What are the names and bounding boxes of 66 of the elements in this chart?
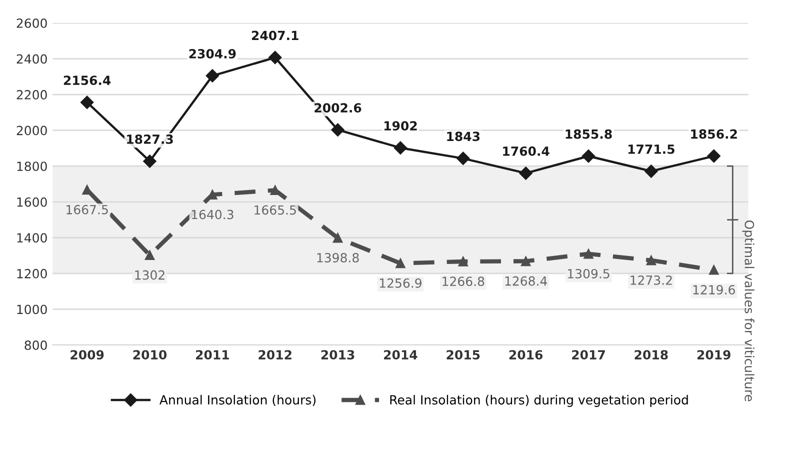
y-tick-label: 1600 (17, 197, 47, 207)
data-label: 1273.2 (630, 275, 672, 285)
point (520, 256, 531, 266)
y-tick-label: 2600 (16, 18, 47, 28)
point (646, 255, 656, 266)
x-tick-label: 2013 (321, 350, 354, 360)
legend-label: Real Insolation (hours) during vegetation period (390, 394, 688, 407)
data-label: 1266.8 (442, 276, 484, 286)
data-label: 1855.8 (566, 129, 612, 139)
x-tick-label: 2015 (446, 350, 480, 360)
x-tick-label: 2018 (634, 350, 668, 360)
point (519, 166, 532, 180)
legend-label: Annual Insolation (hours) (160, 394, 316, 406)
point (707, 149, 720, 163)
point (456, 152, 470, 166)
point (268, 50, 282, 64)
point (584, 248, 594, 259)
point (396, 258, 406, 268)
point (332, 233, 343, 243)
x-tick-label: 2010 (133, 350, 167, 360)
point (143, 154, 156, 168)
point (82, 184, 92, 195)
data-label: 2002.6 (314, 103, 362, 113)
data-label: 1302 (135, 270, 164, 280)
data-label: 1268.4 (505, 276, 547, 286)
point (644, 164, 658, 178)
data-label: 2304.9 (189, 49, 236, 58)
point (582, 150, 596, 163)
y-tick-label: 800 (24, 340, 47, 350)
y-tick-label: 1400 (17, 233, 47, 243)
data-label: 1256.9 (380, 278, 422, 288)
data-label: 1902 (384, 121, 417, 131)
data-label: 1219.6 (693, 285, 735, 294)
point (144, 250, 155, 260)
data-label: 1667.5 (66, 204, 108, 214)
data-label: 1827.3 (127, 134, 173, 144)
data-label: 1309.5 (568, 268, 610, 278)
x-tick-label: 2012 (258, 350, 292, 360)
point (708, 265, 719, 275)
data-label: 2156.4 (64, 76, 111, 86)
x-tick-label: 2017 (572, 350, 605, 360)
point (80, 96, 94, 109)
data-label: 1398.8 (317, 252, 359, 262)
point (206, 69, 220, 82)
point (394, 141, 408, 154)
point (458, 256, 468, 266)
y-tick-label: 1800 (17, 162, 47, 172)
point (331, 123, 344, 136)
data-label: 1760.4 (503, 146, 550, 156)
data-label: 1640.3 (192, 210, 234, 220)
y-tick-label: 2200 (16, 90, 47, 100)
data-label: 2407.1 (252, 30, 298, 40)
y-tick-label: 2400 (16, 54, 47, 64)
x-tick-label: 2014 (384, 350, 418, 360)
x-tick-label: 2009 (70, 350, 104, 360)
data-label: 1665.5 (254, 205, 296, 215)
x-tick-label: 2011 (196, 350, 229, 360)
y-tick-label: 1200 (17, 268, 47, 278)
band-label: Optimal values for viticulture (742, 220, 754, 402)
x-tick-label: 2019 (697, 350, 730, 360)
data-label: 1843 (447, 132, 480, 142)
data-label: 1856.2 (691, 129, 737, 139)
x-tick-label: 2016 (509, 350, 543, 360)
y-tick-label: 1000 (17, 304, 47, 314)
data-label: 1771.5 (628, 144, 674, 154)
y-tick-label: 2000 (16, 126, 47, 136)
